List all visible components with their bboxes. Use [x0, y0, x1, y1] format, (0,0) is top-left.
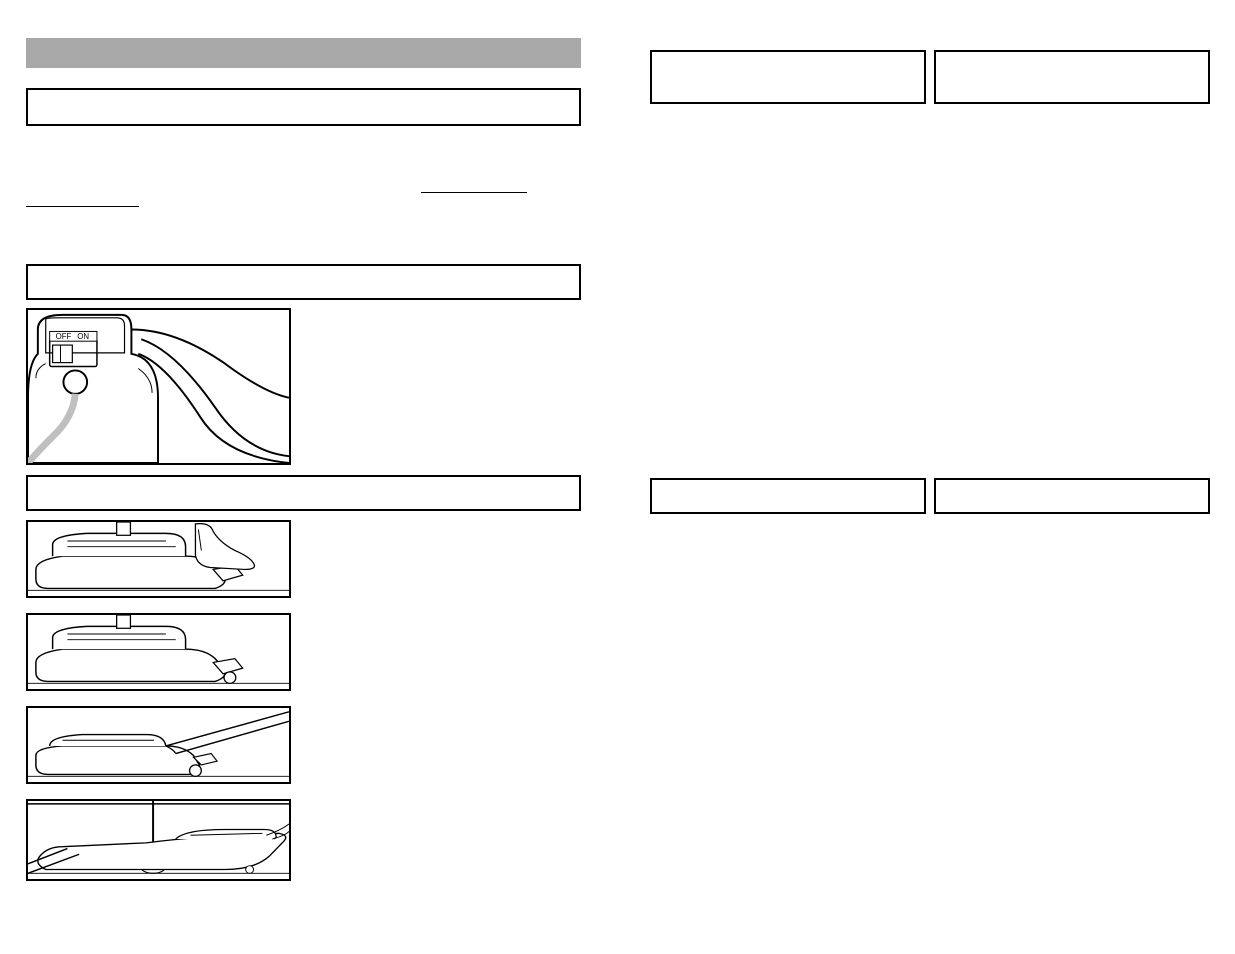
panel2-svg — [28, 615, 289, 689]
panel4-svg — [28, 801, 289, 879]
underline-right — [421, 192, 527, 193]
panel-low-under — [26, 799, 291, 881]
panel3-svg — [28, 708, 289, 782]
note-box-mid-left — [650, 478, 926, 514]
section-box-handle — [26, 475, 581, 511]
underline-left — [26, 206, 139, 207]
panel-upright-base — [26, 613, 291, 691]
note-box-top-right — [934, 50, 1210, 104]
panel1-svg — [28, 522, 289, 596]
off-label: OFF — [56, 332, 72, 341]
note-box-top-left — [650, 50, 926, 104]
panel-middle-tilt — [26, 706, 291, 784]
note-box-mid-right — [934, 478, 1210, 514]
page: OFF ON — [0, 0, 1235, 954]
panel-upright-foot — [26, 520, 291, 598]
caution-box — [26, 88, 581, 126]
switch-diagram-svg: OFF ON — [28, 310, 289, 463]
section-box-on-off — [26, 264, 581, 300]
illus-switch-panel: OFF ON — [26, 308, 291, 465]
on-label: ON — [77, 332, 89, 341]
title-bar — [26, 38, 581, 68]
